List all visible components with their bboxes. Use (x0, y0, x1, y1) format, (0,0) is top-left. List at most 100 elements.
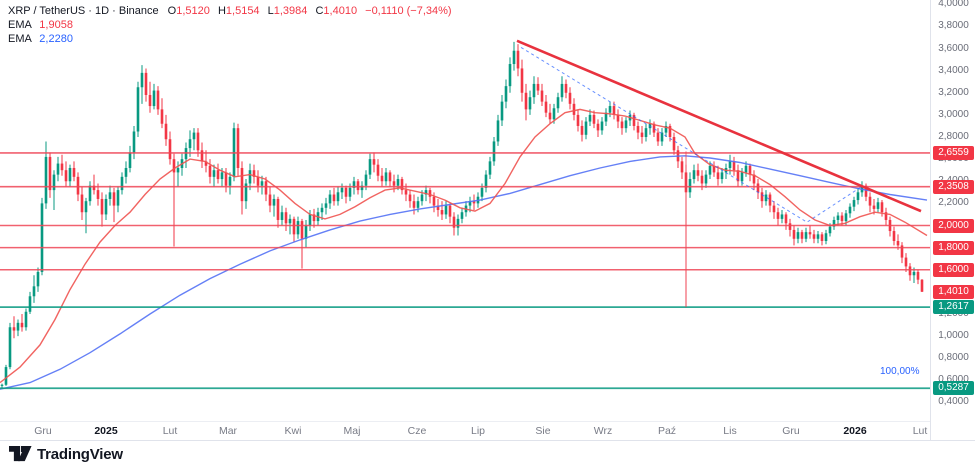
candle-body (468, 201, 472, 206)
candle-body (564, 83, 568, 93)
candle-body (748, 165, 752, 175)
time-tick-label: Wrz (593, 425, 613, 437)
candle-body (828, 226, 832, 234)
candle-body (540, 90, 544, 102)
candle-body (460, 212, 464, 219)
price-tick-label: 4,0000 (938, 0, 969, 10)
candle-body (300, 221, 304, 239)
candle-body (524, 92, 528, 110)
tradingview-brand-name: TradingView (37, 445, 123, 463)
ohlc-open: O1,5120 (167, 5, 210, 17)
candle-body (112, 192, 116, 206)
time-tick-label: Lis (723, 425, 737, 437)
candle-body (44, 156, 48, 204)
candle-body (884, 212, 888, 220)
candle-body (876, 202, 880, 209)
ema-fast-legend-row[interactable]: EMA 1,9058 (8, 19, 452, 32)
candle-body (164, 123, 168, 140)
candle-body (472, 201, 476, 204)
candle-body (288, 218, 292, 224)
candle-body (840, 215, 844, 222)
candle-body (132, 131, 136, 153)
tradingview-brand[interactable]: TradingView (9, 445, 123, 463)
candle-body (520, 68, 524, 93)
dashed-projection-line[interactable] (520, 46, 864, 223)
ema-slow-line[interactable] (0, 155, 928, 390)
candle-body (208, 165, 212, 177)
symbol-legend-row[interactable]: XRP / TetherUS · 1D · Binance O1,5120 H1… (8, 5, 452, 18)
candle-body (576, 114, 580, 126)
candle-body (200, 150, 204, 162)
candle-body (920, 279, 924, 292)
candle-body (480, 187, 484, 197)
candle-body (296, 221, 300, 235)
candle-body (732, 161, 736, 171)
candle-body (812, 234, 816, 239)
descending-trendline[interactable] (516, 39, 922, 213)
candle-body (512, 50, 516, 65)
candle-body (436, 205, 440, 211)
candle-body (124, 167, 128, 177)
candle-body (832, 219, 836, 227)
candle-body (404, 190, 408, 195)
chart-plot-area[interactable]: XRP / TetherUS · 1D · Binance O1,5120 H1… (0, 0, 930, 421)
candle-body (880, 202, 884, 213)
candle-body (160, 109, 164, 124)
candle-body (444, 205, 448, 215)
price-axis[interactable]: 4,0000 3,8000 3,6000 3,4000 3,2000 3,0000 2,80… (930, 0, 975, 440)
candle-body (820, 234, 824, 241)
candle-body (536, 83, 540, 91)
candle-body (384, 172, 388, 182)
candle-body (240, 167, 244, 202)
candle-body (420, 194, 424, 202)
candle-body (272, 198, 276, 206)
candle-body (192, 132, 196, 140)
time-axis[interactable]: Gru 2025 Lut Mar Kwi Maj Cze Lip Sie Wrz Paź Lis Gru… (0, 421, 930, 440)
candle-body (336, 192, 340, 202)
price-tick-label: 3,4000 (938, 64, 969, 76)
candle-body (548, 112, 552, 120)
candle-body (20, 322, 24, 328)
ema-slow-legend-row[interactable]: EMA 2,2280 (8, 33, 452, 46)
ohlc-low: L1,3984 (267, 5, 308, 17)
candle-body (16, 322, 20, 331)
candle-body (368, 159, 372, 175)
candle-body (704, 174, 708, 184)
candle-body (892, 231, 896, 241)
candle-body (256, 176, 260, 186)
fib-extension-label[interactable]: 100,00% (880, 366, 920, 378)
time-tick-label: Sie (535, 425, 551, 437)
candle-body (492, 141, 496, 162)
ema-fast-line[interactable] (0, 108, 928, 384)
ohlc-high: H1,5154 (217, 5, 260, 17)
candlestick-chart[interactable] (0, 0, 930, 421)
candle-body (144, 72, 148, 95)
candle-body (108, 192, 112, 199)
candle-body (92, 185, 96, 191)
candle-body (572, 103, 576, 115)
candle-body (708, 165, 712, 175)
candle-body (244, 183, 248, 202)
candle-body (332, 194, 336, 202)
candle-body (816, 234, 820, 239)
candle-body (324, 203, 328, 208)
candle-body (764, 194, 768, 202)
time-tick-label: Paź (657, 425, 677, 437)
candle-body (716, 172, 720, 180)
symbol-title[interactable]: XRP / TetherUS · 1D · Binance (8, 5, 159, 17)
price-tick-label: 2,2000 (938, 197, 969, 209)
candle-body (908, 266, 912, 276)
price-tick-label: 0,8000 (938, 352, 969, 364)
candle-body (128, 152, 132, 168)
candle-body (196, 132, 200, 151)
candle-body (844, 213, 848, 222)
candle-body (68, 167, 72, 182)
time-tick-label: Lut (912, 425, 928, 437)
candle-body (388, 172, 392, 182)
candle-body (660, 132, 664, 142)
candle-body (40, 203, 44, 272)
candle-body (804, 232, 808, 239)
candle-body (280, 212, 284, 220)
resistance-price-badge: 2,3508 (933, 179, 974, 194)
candle-body (440, 210, 444, 215)
